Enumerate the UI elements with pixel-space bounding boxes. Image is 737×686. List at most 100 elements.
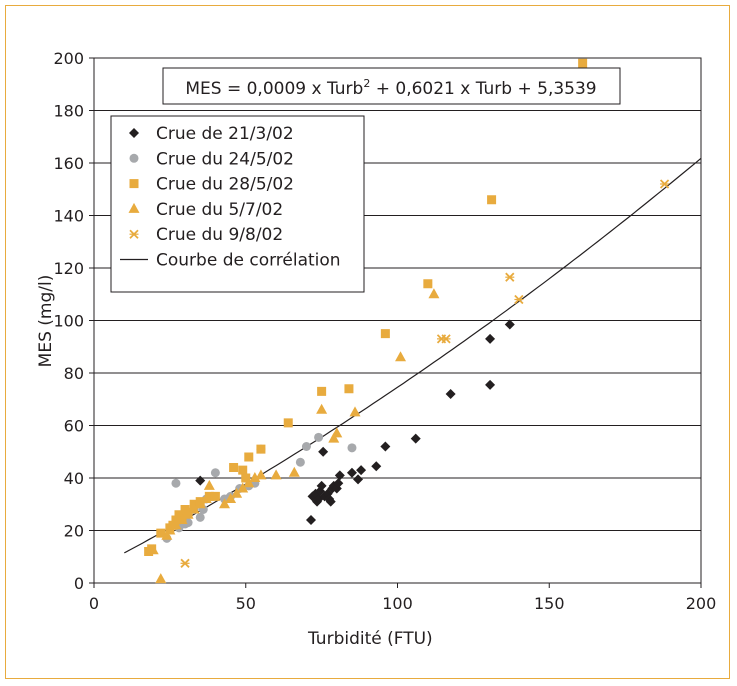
point-s4-4: [164, 524, 176, 535]
point-s3-17: [241, 473, 251, 483]
axes: [89, 57, 702, 588]
series-5: [180, 179, 670, 568]
y-tick-label-200: 200: [53, 49, 84, 68]
point-s1-20: [353, 474, 364, 485]
y-tick-label-140: 140: [53, 207, 84, 226]
point-s1-17: [333, 478, 344, 489]
point-s1-22: [371, 461, 382, 472]
point-s3-22: [344, 384, 354, 394]
x-tick-label-150: 150: [534, 594, 565, 613]
y-tick-label-80: 80: [64, 364, 84, 383]
legend-label-6: Courbe de corrélation: [156, 251, 341, 271]
point-s5-5: [514, 294, 524, 305]
point-s4-14: [231, 487, 243, 498]
legend-marker-2: [129, 153, 139, 163]
point-s1-21: [356, 465, 367, 476]
point-s1-27: [485, 333, 496, 344]
point-s4-17: [249, 472, 261, 482]
legend-marker-3: [129, 179, 139, 189]
point-s4-23: [331, 427, 343, 438]
point-s4-5: [170, 519, 182, 530]
legend: Crue de 21/3/02 Crue du 24/5/02 Crue du 28…: [110, 115, 365, 293]
data-points: [144, 58, 670, 584]
equation-prefix: MES = 0,0009 x Turb: [185, 79, 363, 99]
point-s2-2: [171, 478, 181, 488]
point-s4-26: [428, 288, 440, 299]
point-s4-20: [288, 466, 300, 477]
x-tick-label-0: 0: [89, 594, 99, 613]
x-tick-label-50: 50: [236, 594, 256, 613]
point-s3-21: [317, 386, 327, 396]
point-s4-22: [328, 432, 340, 443]
point-s4-16: [243, 477, 255, 488]
point-s3-23: [380, 329, 390, 339]
chart-frame: [5, 5, 730, 679]
point-s4-24: [349, 406, 361, 417]
y-tick-label-160: 160: [53, 154, 84, 173]
point-s1-13: [325, 496, 336, 507]
point-s2-17: [295, 457, 305, 467]
point-s5-1: [180, 558, 190, 568]
point-s4-1: [147, 544, 159, 555]
point-s3-18: [244, 452, 254, 462]
point-s4-8: [188, 503, 200, 514]
point-s3-3: [156, 528, 166, 538]
y-tick-label-180: 180: [53, 102, 84, 121]
equation-superscript: 2: [363, 77, 370, 90]
point-s1-23: [380, 441, 391, 452]
equation-suffix: + 0,6021 x Turb + 5,3539: [370, 79, 596, 99]
point-s4-9: [194, 498, 206, 509]
y-tick-label-40: 40: [64, 469, 84, 488]
point-s4-3: [161, 529, 173, 540]
point-s4-2: [155, 573, 167, 584]
point-s4-12: [219, 498, 231, 509]
y-tick-label-120: 120: [53, 259, 84, 278]
point-s1-19: [346, 467, 357, 478]
point-s3-24: [423, 279, 433, 289]
point-s3-13: [204, 491, 214, 501]
legend-frame: [110, 115, 365, 293]
point-s4-7: [182, 508, 194, 519]
tick-labels: 0 20 40 60 80 100 120 140 160 180 200 0 50 100 150 200: [53, 49, 716, 613]
point-s4-15: [237, 482, 249, 493]
x-axis-title: Turbidité (FTU): [307, 629, 433, 649]
point-s4-25: [395, 351, 407, 362]
point-s1-8: [316, 480, 327, 491]
point-s3-15: [229, 463, 239, 472]
point-s1-26: [485, 379, 496, 390]
legend-label-3: Crue du 28/5/02: [156, 175, 294, 195]
point-s4-18: [255, 469, 267, 480]
series-1: [195, 319, 515, 525]
point-s1-25: [445, 389, 456, 399]
equation-box: MES = 0,0009 x Turb2 + 0,6021 x Turb + 5…: [162, 67, 621, 105]
point-s3-16: [238, 465, 248, 475]
point-s2-19: [314, 432, 324, 442]
point-s1-18: [334, 470, 345, 481]
series-4: [147, 288, 440, 584]
point-s5-4: [505, 272, 515, 282]
legend-marker-5: [129, 229, 139, 239]
point-s4-10: [200, 493, 212, 503]
equation-text: MES = 0,0009 x Turb2 + 0,6021 x Turb + 5…: [185, 77, 596, 99]
y-tick-label-20: 20: [64, 522, 84, 541]
point-s1-28: [504, 319, 515, 330]
legend-marker-4: [128, 202, 140, 213]
point-s3-25: [487, 195, 497, 205]
point-s4-21: [316, 403, 328, 414]
legend-label-2: Crue du 24/5/02: [156, 149, 294, 169]
point-s4-6: [176, 514, 188, 524]
equation-box-frame: [162, 67, 621, 105]
point-s4-11: [203, 479, 215, 490]
legend-label-4: Crue du 5/7/02: [156, 200, 283, 220]
point-s4-19: [270, 469, 282, 480]
point-s2-10: [210, 468, 220, 478]
point-s5-6: [659, 179, 670, 189]
legend-label-5: Crue du 9/8/02: [156, 225, 283, 245]
legend-marker-1: [129, 128, 139, 138]
point-s5-3: [441, 334, 451, 344]
legend-items: Crue de 21/3/02 Crue du 24/5/02 Crue du 28…: [120, 124, 341, 271]
plot-area-border: [93, 57, 702, 584]
x-tick-label-100: 100: [382, 594, 413, 613]
point-s3-20: [283, 418, 293, 428]
